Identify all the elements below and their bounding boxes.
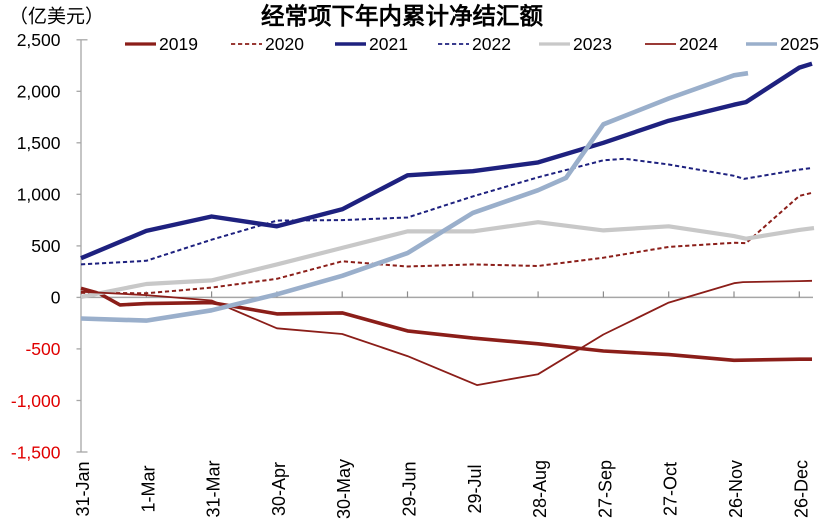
svg-text:-500: -500 <box>25 339 60 359</box>
svg-text:31-Jan: 31-Jan <box>73 461 93 516</box>
svg-text:-1,500: -1,500 <box>11 442 61 462</box>
svg-text:26-Nov: 26-Nov <box>726 460 746 518</box>
svg-text:经常项下年内累计净结汇额: 经常项下年内累计净结汇额 <box>261 2 543 29</box>
svg-text:2025: 2025 <box>780 34 819 54</box>
svg-text:2019: 2019 <box>159 34 198 54</box>
svg-text:27-Oct: 27-Oct <box>661 462 681 516</box>
svg-text:27-Sep: 27-Sep <box>595 460 615 518</box>
svg-text:1-Mar: 1-Mar <box>138 465 158 512</box>
svg-text:2022: 2022 <box>472 34 511 54</box>
svg-text:（亿美元）: （亿美元） <box>9 6 104 28</box>
svg-text:1,000: 1,000 <box>17 185 61 205</box>
svg-text:2020: 2020 <box>265 34 304 54</box>
svg-text:30-May: 30-May <box>334 459 354 519</box>
svg-text:2023: 2023 <box>573 34 612 54</box>
svg-text:2024: 2024 <box>679 34 718 54</box>
svg-text:31-Mar: 31-Mar <box>204 460 224 517</box>
svg-text:0: 0 <box>51 288 61 308</box>
svg-text:500: 500 <box>31 236 60 256</box>
svg-text:29-Jul: 29-Jul <box>465 464 485 513</box>
svg-text:26-Dec: 26-Dec <box>791 460 811 518</box>
svg-text:28-Aug: 28-Aug <box>530 460 550 518</box>
svg-text:2,500: 2,500 <box>17 30 61 50</box>
svg-text:-1,000: -1,000 <box>11 391 61 411</box>
svg-text:30-Apr: 30-Apr <box>269 462 289 516</box>
svg-text:1,500: 1,500 <box>17 133 61 153</box>
svg-text:2021: 2021 <box>369 34 408 54</box>
svg-text:2,000: 2,000 <box>17 82 61 102</box>
svg-text:29-Jun: 29-Jun <box>400 461 420 516</box>
